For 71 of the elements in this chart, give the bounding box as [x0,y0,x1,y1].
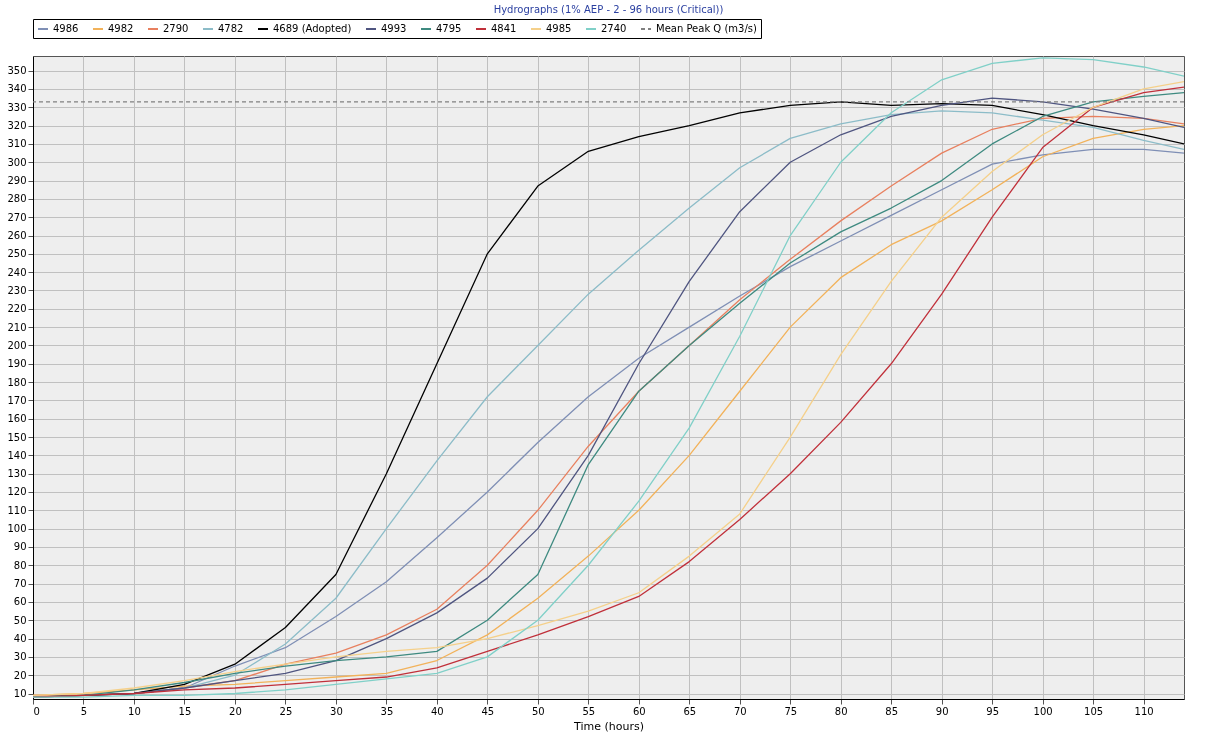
legend-label: 4782 [218,23,244,34]
legend-label: 4986 [53,23,79,34]
y-tick-label: 210 [7,321,27,333]
x-tick-label: 25 [279,705,293,717]
legend-label: 2740 [601,23,627,34]
legend-label: 4993 [381,23,407,34]
y-tick-label: 20 [13,669,27,681]
y-tick-label: 220 [7,303,27,315]
y-tick-label: 120 [7,486,27,498]
y-tick-label: 340 [7,83,27,95]
y-tick-label: 80 [13,559,27,571]
y-tick-label: 170 [7,394,27,406]
y-tick-label: 140 [7,449,27,461]
y-tick-label: 40 [13,633,27,645]
x-tick-label: 50 [531,705,545,717]
x-tick-label: 90 [935,705,949,717]
chart-title: Hydrographs (1% AEP - 2 - 96 hours (Critical)) [493,3,724,15]
x-tick-label: 85 [885,705,899,717]
y-tick-label: 130 [7,468,27,480]
legend-label: Mean Peak Q (m3/s) [656,23,757,34]
x-tick-label: 70 [733,705,747,717]
x-tick-label: 95 [986,705,1000,717]
y-tick-label: 180 [7,376,27,388]
y-tick-label: 230 [7,284,27,296]
x-tick-label: 0 [33,705,40,717]
legend-label: 4985 [546,23,572,34]
y-tick-label: 300 [7,156,27,168]
x-tick-label: 60 [632,705,646,717]
y-tick-label: 30 [13,651,27,663]
y-tick-label: 60 [13,596,27,608]
y-tick-label: 240 [7,266,27,278]
x-axis-title: Time (hours) [573,719,644,733]
x-tick-label: 30 [330,705,343,717]
legend-label: 4689 (Adopted) [273,23,352,34]
y-tick-label: 100 [7,523,27,535]
y-tick-label: 190 [7,358,27,370]
y-tick-label: 10 [13,688,27,699]
x-tick-label: 75 [784,705,798,717]
x-tick-label: 100 [1033,705,1053,717]
x-tick-label: 40 [430,705,444,717]
x-tick-label: 5 [80,705,88,717]
y-tick-label: 110 [7,504,27,516]
y-tick-label: 160 [7,413,27,425]
legend-label: 4841 [491,23,517,34]
x-tick-label: 110 [1134,705,1154,717]
y-tick-label: 200 [7,339,27,351]
x-tick-label: 45 [481,705,495,717]
y-tick-label: 90 [13,541,27,553]
y-tick-label: 150 [7,431,27,443]
legend-label: 4982 [108,23,134,34]
x-tick-label: 55 [582,705,596,717]
legend-label: 2790 [163,23,189,34]
x-tick-label: 20 [229,705,242,717]
x-tick-label: 80 [834,705,848,717]
y-tick-label: 310 [7,138,27,150]
x-tick-label: 105 [1084,705,1104,717]
y-tick-label: 70 [13,578,27,590]
x-tick-label: 15 [178,705,192,717]
y-tick-label: 290 [7,175,27,187]
legend-label: 4795 [436,23,462,34]
y-tick-label: 250 [7,248,27,260]
y-tick-label: 320 [7,120,27,132]
y-tick-label: 280 [7,193,27,205]
y-tick-label: 270 [7,211,27,223]
x-tick-label: 35 [380,705,394,717]
x-tick-label: 10 [128,705,141,717]
y-tick-label: 330 [7,101,27,113]
x-tick-label: 65 [683,705,697,717]
y-tick-label: 350 [7,65,27,77]
y-tick-label: 50 [13,614,27,626]
y-tick-label: 260 [7,230,27,242]
